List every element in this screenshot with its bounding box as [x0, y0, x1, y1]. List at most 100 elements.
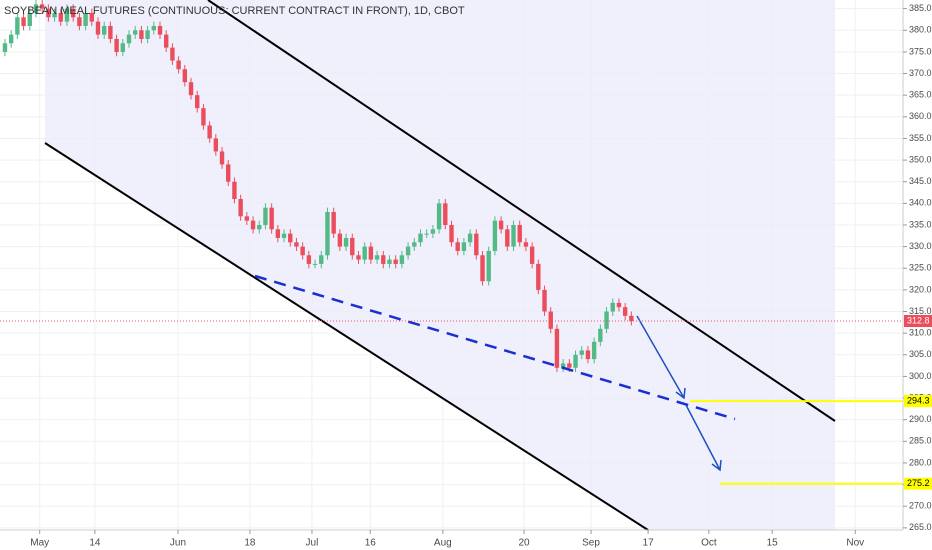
y-tick-label: 370.0: [909, 68, 932, 78]
y-tick-label: 385.0: [909, 3, 932, 13]
candle-body: [319, 255, 324, 264]
candle-body: [399, 255, 405, 264]
candle-body: [579, 350, 584, 355]
candle-body: [120, 43, 125, 52]
candle-body: [133, 30, 138, 35]
candle-body: [393, 259, 398, 264]
candle-body: [325, 212, 330, 256]
candle-body: [529, 246, 535, 264]
candle-body: [27, 12, 32, 26]
candle-body: [548, 311, 553, 329]
candle-body: [188, 82, 194, 96]
candle-body: [238, 199, 243, 217]
candle-body: [95, 21, 101, 35]
candle-body: [89, 12, 94, 22]
candle-body: [343, 237, 349, 247]
candle-body: [151, 25, 157, 31]
y-tick-label: 380.0: [909, 25, 932, 35]
candle-body: [232, 181, 237, 200]
candle-body: [114, 38, 119, 52]
y-tick-label: 350.0: [909, 154, 932, 164]
price-label: 275.2: [907, 478, 930, 488]
candle-body: [300, 246, 305, 256]
candle-body: [331, 212, 336, 234]
candle-body: [170, 47, 175, 61]
candle-body: [201, 108, 206, 126]
candle-body: [15, 17, 20, 35]
x-tick-label: 20: [519, 538, 531, 549]
y-tick-label: 330.0: [909, 241, 932, 251]
y-tick-label: 265.0: [909, 522, 932, 532]
candle-body: [244, 216, 250, 221]
candle-body: [505, 229, 510, 247]
x-tick-label: Jun: [170, 538, 186, 549]
y-tick-label: 320.0: [909, 284, 932, 294]
candle-body: [288, 233, 293, 243]
channel-lower: [44, 142, 649, 531]
candle-body: [219, 151, 225, 165]
candle-body: [176, 60, 181, 70]
candle-body: [306, 255, 312, 264]
candle-body: [126, 34, 132, 44]
candle-body: [263, 207, 268, 225]
x-tick-label: 17: [643, 538, 655, 549]
price-label: 312.8: [907, 315, 930, 325]
candle-body: [58, 12, 63, 22]
candle-body: [616, 302, 622, 308]
candle-body: [257, 224, 262, 230]
candle-body: [474, 233, 479, 256]
candle-body: [443, 203, 448, 225]
y-tick-label: 280.0: [909, 457, 932, 467]
channel-upper: [207, 0, 836, 422]
candle-body: [39, 4, 45, 9]
x-tick-label: Sep: [582, 538, 600, 549]
x-tick-label: Oct: [701, 538, 717, 549]
price-label-box: [904, 315, 932, 328]
candle-body: [467, 233, 473, 243]
candle-body: [250, 220, 256, 230]
candle-body: [281, 233, 287, 238]
candle-body: [629, 315, 634, 322]
y-tick-label: 315.0: [909, 306, 932, 316]
candle-body: [560, 363, 566, 368]
candle-body: [350, 237, 355, 256]
candle-body: [275, 229, 281, 238]
candle-body: [517, 224, 522, 243]
x-tick-label: Jul: [306, 538, 319, 549]
candle-body: [536, 263, 541, 290]
candle-body: [337, 233, 343, 247]
candle-body: [8, 34, 14, 44]
candle-body: [195, 95, 200, 109]
candle-body: [567, 363, 572, 368]
candle-body: [269, 207, 274, 230]
candle-body: [449, 224, 454, 243]
candle-body: [64, 8, 70, 22]
y-tick-label: 325.0: [909, 263, 932, 273]
price-label: 294.3: [907, 395, 930, 405]
candle-body: [226, 164, 231, 182]
y-tick-label: 360.0: [909, 111, 932, 121]
candle-body: [145, 30, 150, 39]
y-tick-label: 355.0: [909, 133, 932, 143]
y-tick-label: 345.0: [909, 176, 932, 186]
candle-body: [77, 17, 82, 26]
candle-body: [157, 25, 163, 35]
y-tick-label: 305.0: [909, 349, 932, 359]
candle-body: [610, 302, 615, 312]
y-tick-label: 335.0: [909, 219, 932, 229]
candle-body: [418, 233, 423, 243]
candle-body: [21, 17, 26, 26]
y-tick-label: 375.0: [909, 46, 932, 56]
candle-body: [101, 25, 107, 35]
x-tick-label: 15: [767, 538, 779, 549]
candle-body: [511, 224, 516, 247]
candle-body: [83, 12, 88, 26]
candle-body: [498, 220, 504, 230]
candle-body: [486, 250, 491, 282]
candle-body: [492, 220, 498, 251]
y-tick-label: 310.0: [909, 328, 932, 338]
candle-body: [46, 8, 51, 18]
candle-body: [108, 25, 113, 39]
y-tick-label: 290.0: [909, 414, 932, 424]
